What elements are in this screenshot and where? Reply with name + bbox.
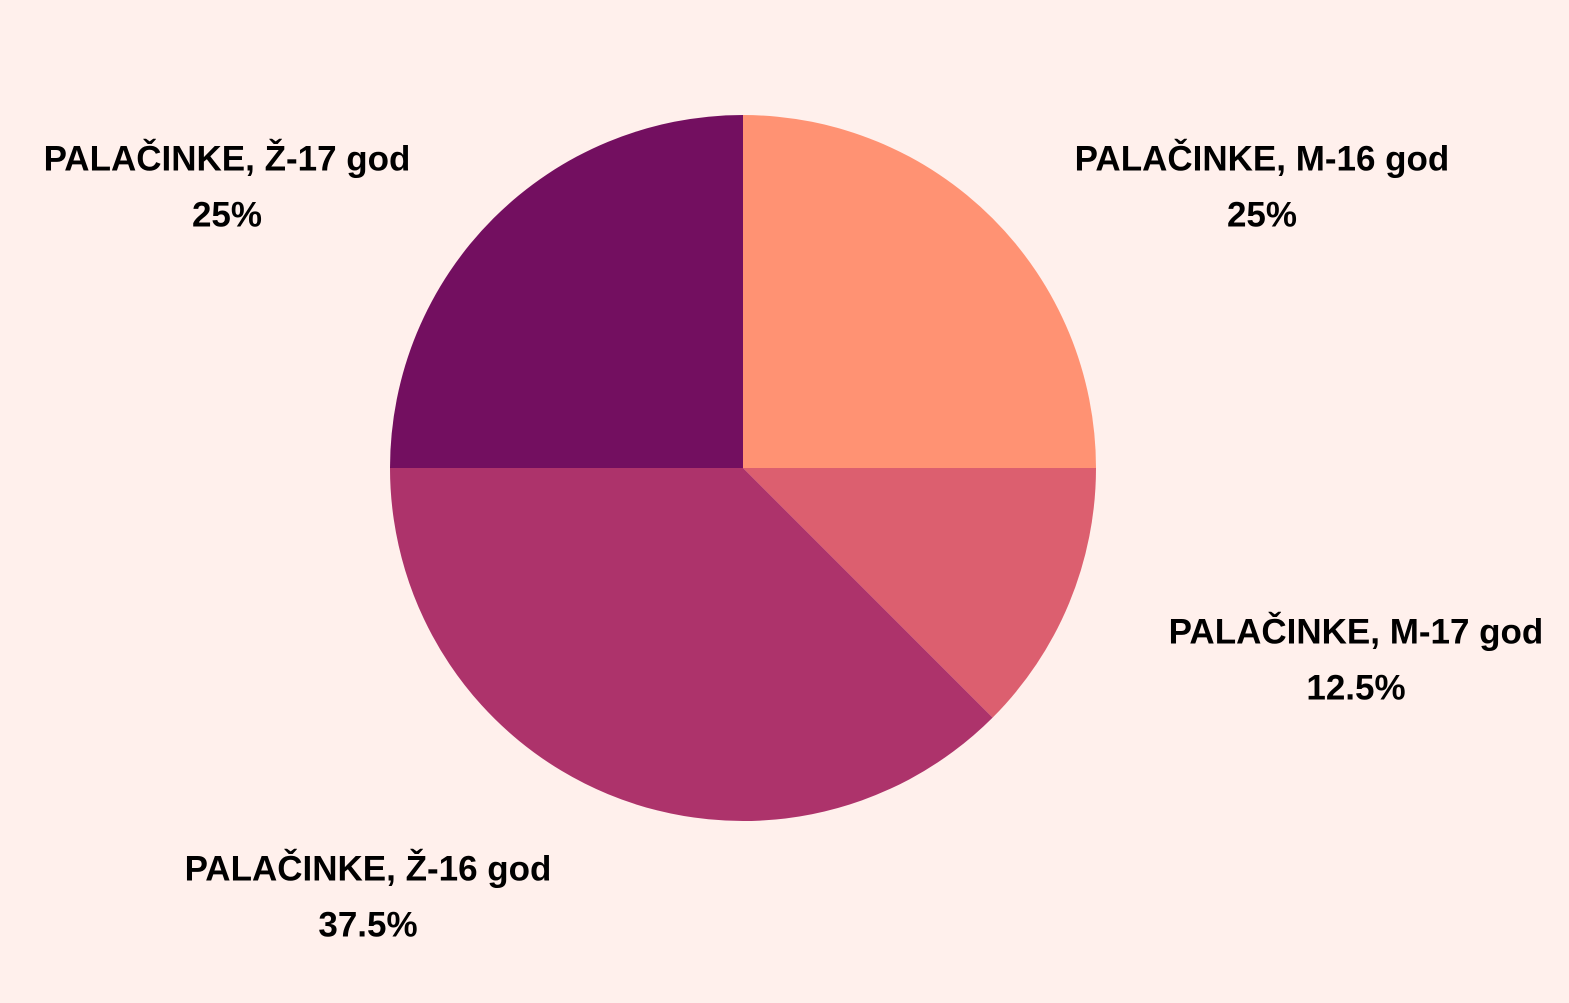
slice-label: PALAČINKE, Ž-16 god: [185, 848, 552, 888]
slice-label: PALAČINKE, Ž-17 god: [44, 138, 411, 178]
pie-slice: [743, 468, 1096, 718]
slice-label: PALAČINKE, M-17 god: [1169, 611, 1544, 651]
pie-slice: [390, 115, 743, 468]
slice-value-label: 37.5%: [318, 905, 417, 944]
slice-label: PALAČINKE, M-16 god: [1075, 138, 1450, 178]
slice-value-label: 12.5%: [1306, 668, 1405, 707]
slice-value-label: 25%: [192, 195, 262, 234]
pie-slice: [743, 115, 1096, 468]
slice-value-label: 25%: [1227, 195, 1297, 234]
pie-slice: [390, 468, 993, 821]
